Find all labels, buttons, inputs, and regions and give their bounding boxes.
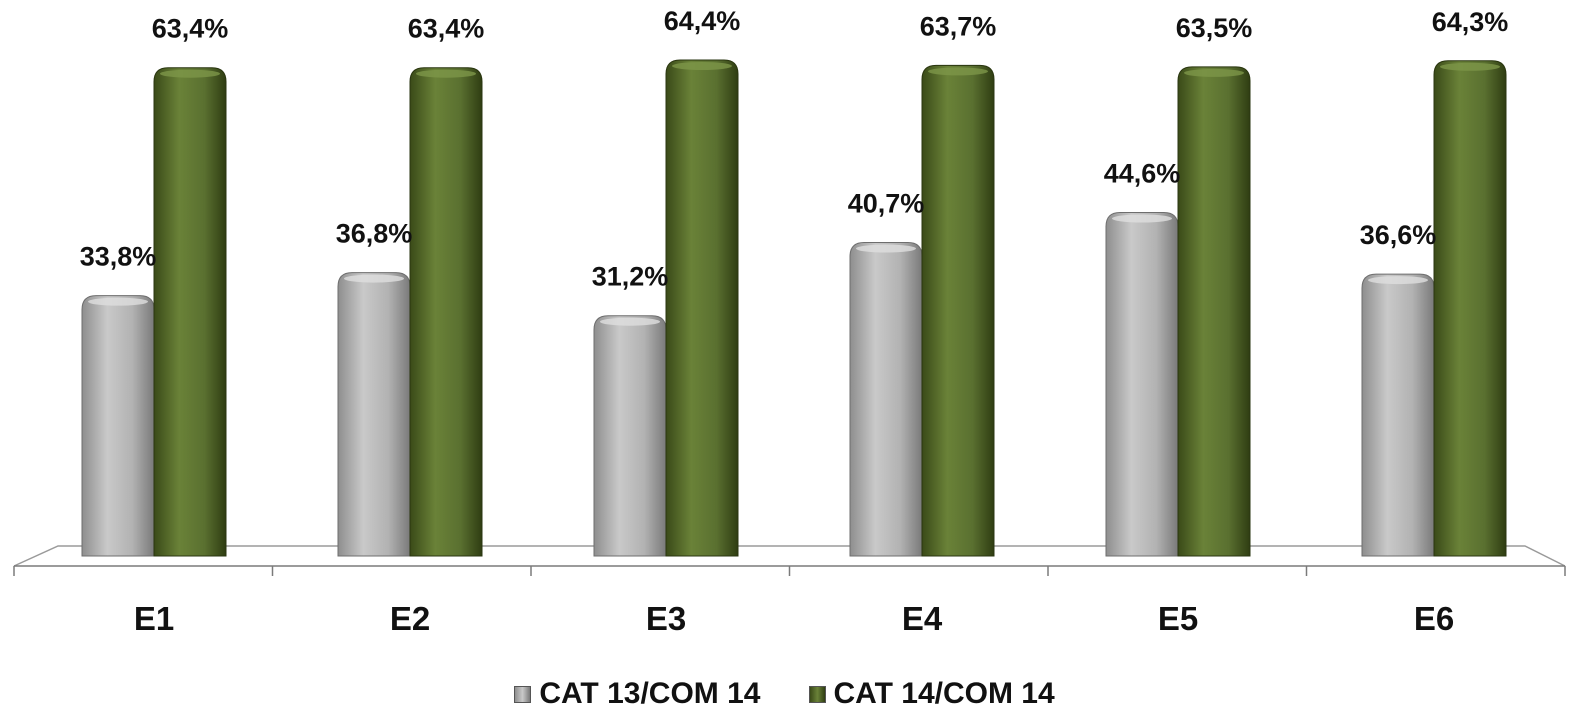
value-label: 36,8% — [336, 219, 413, 249]
bar-e3-series-2 — [665, 59, 739, 557]
bar-top-highlight — [88, 297, 148, 306]
value-label: 63,4% — [152, 14, 229, 44]
bar-e2-series-1 — [337, 272, 411, 557]
legend-label: CAT 14/COM 14 — [833, 677, 1055, 710]
bar-top-highlight — [600, 317, 660, 326]
bar-e3-series-1 — [593, 315, 667, 557]
value-label: 40,7% — [848, 189, 925, 219]
category-label: E1 — [134, 600, 174, 637]
bar-body — [921, 64, 995, 557]
category-label: E3 — [646, 600, 686, 637]
bar-top-highlight — [928, 67, 988, 76]
bar-body — [1361, 273, 1435, 557]
bar-body — [409, 67, 483, 557]
bar-top-highlight — [344, 274, 404, 283]
chart-floor — [13, 545, 1566, 576]
bar-top-highlight — [1368, 276, 1428, 285]
bar-e4-series-2 — [921, 64, 995, 557]
bar-body — [1177, 66, 1251, 557]
bar-body — [337, 272, 411, 557]
value-label: 64,4% — [664, 6, 741, 36]
bar-top-highlight — [416, 69, 476, 78]
legend-swatch-gray — [514, 685, 532, 703]
value-label: 36,6% — [1360, 220, 1437, 250]
value-label: 63,5% — [1176, 13, 1253, 43]
value-label: 63,4% — [408, 14, 485, 44]
bar-top-highlight — [856, 244, 916, 253]
value-label: 64,3% — [1432, 7, 1509, 37]
legend-item-series-2: CAT 14/COM 14 — [808, 677, 1055, 711]
bar-e5-series-2 — [1177, 66, 1251, 557]
bar-top-highlight — [160, 69, 220, 78]
bar-top-highlight — [1440, 62, 1500, 71]
bar-body — [665, 59, 739, 557]
value-label: 33,8% — [80, 242, 157, 272]
category-labels-layer: E1 E2 E3 E4 E5 E6 — [134, 600, 1454, 637]
value-labels-layer: 33,8% 63,4% 36,8% 63,4% 31,2% 64,4% 40,7% 63,7%… — [80, 6, 1509, 292]
floor-edge — [13, 545, 1566, 567]
bar-body — [849, 242, 923, 557]
legend-label: CAT 13/COM 14 — [539, 677, 761, 710]
bar-body — [153, 67, 227, 557]
category-label: E4 — [902, 600, 943, 637]
legend: CAT 13/COM 14 CAT 14/COM 14 — [0, 676, 1569, 712]
bar-body — [593, 315, 667, 557]
bar-e5-series-1 — [1105, 211, 1179, 557]
category-label: E2 — [390, 600, 430, 637]
category-label: E5 — [1158, 600, 1198, 637]
bar-e6-series-2 — [1433, 60, 1507, 557]
legend-item-series-1: CAT 13/COM 14 — [514, 677, 761, 711]
category-label: E6 — [1414, 600, 1454, 637]
bar-e4-series-1 — [849, 242, 923, 557]
value-label: 44,6% — [1104, 158, 1181, 188]
bar-e6-series-1 — [1361, 273, 1435, 557]
bar-body — [1105, 211, 1179, 557]
bars-layer — [81, 59, 1507, 557]
value-label: 63,7% — [920, 11, 997, 41]
value-label: 31,2% — [592, 262, 669, 292]
bar-body — [1433, 60, 1507, 557]
bar-e1-series-2 — [153, 67, 227, 557]
bar-top-highlight — [1184, 68, 1244, 77]
bar-e1-series-1 — [81, 295, 155, 557]
bar-top-highlight — [672, 62, 732, 70]
bar-body — [81, 295, 155, 557]
bar-top-highlight — [1112, 214, 1172, 223]
bar-e2-series-2 — [409, 67, 483, 557]
legend-swatch-green — [808, 685, 826, 703]
